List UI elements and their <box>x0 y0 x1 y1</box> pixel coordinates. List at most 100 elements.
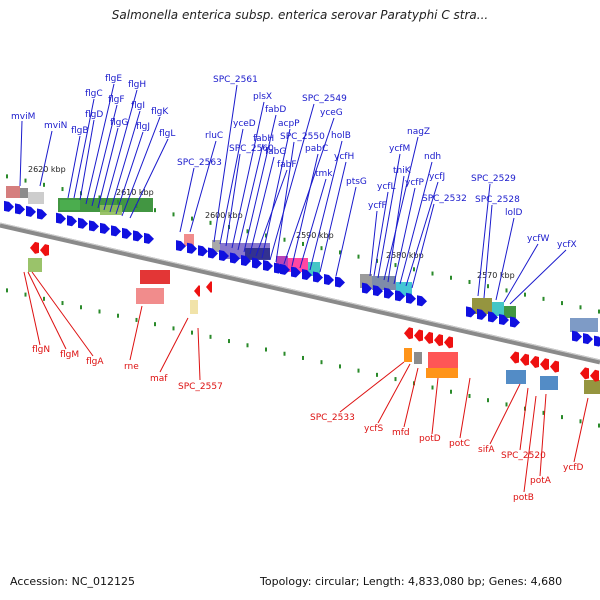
gene-label: potB <box>513 493 534 503</box>
tick-mark <box>80 305 82 310</box>
leader-line <box>91 104 118 207</box>
leader-line <box>399 161 433 285</box>
gene-label: flgH <box>128 80 146 90</box>
leader-line <box>31 271 94 357</box>
tick-mark <box>357 254 360 259</box>
leader-line <box>79 119 95 201</box>
leader-line <box>339 361 405 413</box>
reverse-gene-arrow <box>444 336 453 349</box>
leader-line <box>509 249 567 305</box>
feature-block <box>6 186 20 198</box>
tick-mark <box>302 355 304 360</box>
forward-gene-arrow <box>572 330 582 342</box>
scale-label-2580: 2580 kbp <box>386 251 424 260</box>
reverse-gene-arrow <box>404 327 413 340</box>
gene-label: acpP <box>278 119 300 129</box>
leader-line <box>219 128 244 245</box>
gene-label: SPC_2561 <box>213 75 258 85</box>
leader-line <box>67 135 81 199</box>
forward-gene-arrow <box>176 240 186 252</box>
gene-label: mviN <box>44 121 67 131</box>
leader-line <box>261 128 291 259</box>
reverse-gene-arrow <box>194 285 200 297</box>
gene-label: rne <box>124 362 139 372</box>
gene-label: flgE <box>105 74 122 84</box>
forward-gene-arrow <box>291 266 301 278</box>
leader-line <box>121 116 161 217</box>
tick-mark <box>320 246 323 251</box>
tick-mark <box>505 402 508 407</box>
forward-gene-arrow <box>133 230 143 242</box>
forward-gene-arrow <box>335 276 345 288</box>
leader-line <box>383 136 419 281</box>
leader-line <box>237 143 264 251</box>
leader-line <box>103 89 138 211</box>
forward-gene-arrow <box>280 263 290 275</box>
gene-label: SPC_2533 <box>310 413 355 423</box>
gene-label: fabG <box>265 147 286 157</box>
forward-gene-arrow <box>111 225 121 237</box>
leader-line <box>573 397 589 463</box>
gene-label: flgD <box>85 110 103 120</box>
gene-label: flgB <box>71 126 89 136</box>
feature-block <box>540 376 558 390</box>
leader-line <box>225 153 241 247</box>
leader-line <box>189 140 217 233</box>
gene-label: fabF <box>277 160 297 170</box>
gene-label: mviM <box>11 112 35 122</box>
feature-block <box>245 248 270 260</box>
tick-mark <box>98 309 101 314</box>
gene-label: nagZ <box>407 127 430 137</box>
leader-line <box>27 271 67 350</box>
feature-block <box>426 368 458 378</box>
leader-line <box>459 377 471 439</box>
forward-gene-arrow <box>263 260 273 272</box>
tick-mark <box>209 220 212 225</box>
reverse-gene-arrow <box>520 353 529 366</box>
leader-line <box>269 103 315 261</box>
leader-line <box>387 175 405 283</box>
reverse-gene-arrow <box>510 351 519 364</box>
tick-mark <box>450 275 452 280</box>
forward-gene-arrow <box>499 313 509 325</box>
reverse-gene-arrow <box>580 367 589 380</box>
forward-gene-arrow <box>230 252 240 264</box>
tick-mark <box>579 305 582 310</box>
gene-label: SPC_2549 <box>302 94 347 104</box>
forward-gene-arrow <box>510 316 520 328</box>
forward-gene-arrow <box>384 287 394 299</box>
forward-gene-arrow <box>144 232 154 244</box>
leader-line <box>523 395 537 493</box>
forward-gene-arrow <box>208 247 218 259</box>
forward-gene-arrow <box>302 268 312 280</box>
tick-mark <box>24 178 27 183</box>
forward-gene-arrow <box>488 311 498 323</box>
forward-gene-arrow <box>187 242 197 254</box>
tick-mark <box>246 343 249 348</box>
gene-label: SPC_2550 <box>280 132 325 142</box>
leader-line <box>539 393 547 477</box>
forward-gene-arrow <box>583 333 593 345</box>
forward-gene-arrow <box>56 212 66 224</box>
tick-mark <box>135 317 138 322</box>
gene-label: ycfF <box>368 201 387 211</box>
tick-mark <box>154 208 156 213</box>
leader-line <box>179 167 195 233</box>
gene-label: SPC_2529 <box>471 174 516 184</box>
forward-gene-arrow <box>89 220 99 232</box>
feature-block <box>504 306 516 318</box>
feature-block <box>414 352 422 364</box>
leader-line <box>19 120 23 187</box>
leader-line <box>197 327 201 381</box>
gene-label: ndh <box>424 152 441 162</box>
forward-gene-arrow <box>15 203 25 215</box>
feature-block <box>404 348 412 362</box>
accession-label: Accession: NC_012125 <box>10 575 136 588</box>
tick-mark <box>117 313 119 318</box>
leader-line <box>405 181 439 287</box>
leader-line <box>85 83 115 205</box>
tick-mark <box>43 182 45 187</box>
tick-mark <box>431 271 434 276</box>
genome-title: Salmonella enterica subsp. enterica sero… <box>111 8 489 22</box>
